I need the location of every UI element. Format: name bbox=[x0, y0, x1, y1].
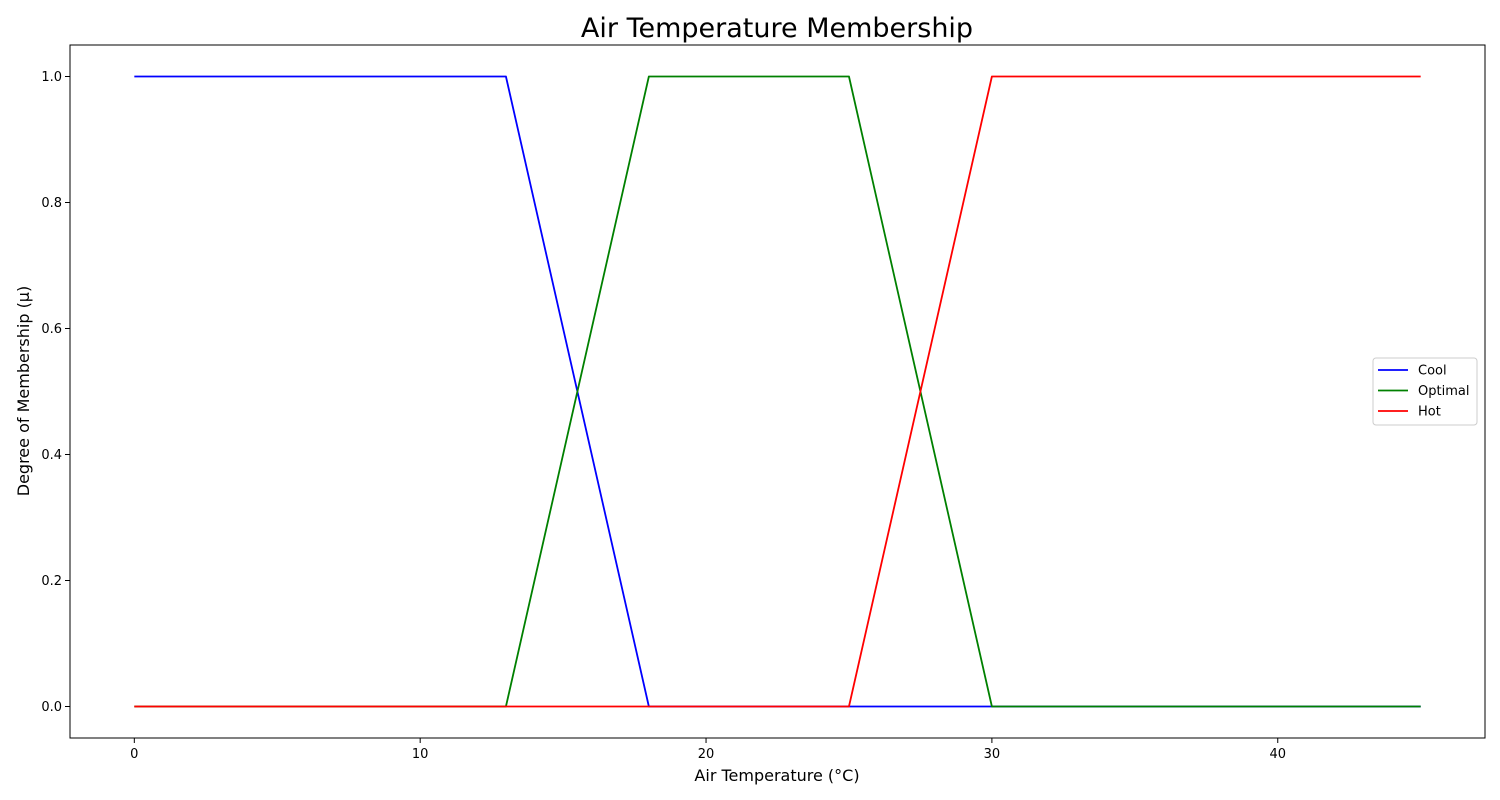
x-tick-label: 20 bbox=[698, 747, 715, 762]
series-line-hot bbox=[134, 75, 1421, 708]
x-tick-label: 0 bbox=[130, 747, 138, 762]
legend-item-cool: Cool bbox=[1378, 364, 1447, 379]
y-axis-label: Degree of Membership (μ) bbox=[14, 286, 33, 496]
x-axis-label: Air Temperature (°C) bbox=[694, 766, 859, 785]
legend-item-optimal: Optimal bbox=[1378, 384, 1469, 399]
chart-title: Air Temperature Membership bbox=[581, 13, 973, 44]
y-axis: 0.0 0.2 0.4 0.6 0.8 1.0 bbox=[41, 70, 70, 715]
x-tick-label: 30 bbox=[984, 747, 1001, 762]
plot-area-frame bbox=[69, 44, 1486, 739]
legend-box bbox=[1372, 357, 1478, 426]
x-axis: 0 10 20 30 40 bbox=[130, 738, 1286, 762]
y-tick-label: 0.8 bbox=[41, 196, 62, 211]
y-tick-label: 0.6 bbox=[41, 322, 62, 337]
legend-label: Cool bbox=[1418, 364, 1447, 379]
legend-label: Hot bbox=[1418, 405, 1441, 420]
y-tick-label: 0.4 bbox=[41, 448, 62, 463]
x-tick-label: 40 bbox=[1269, 747, 1286, 762]
x-tick-label: 10 bbox=[412, 747, 429, 762]
legend-label: Optimal bbox=[1418, 384, 1469, 399]
series-line-cool bbox=[134, 75, 1421, 708]
y-tick-label: 1.0 bbox=[41, 70, 62, 85]
y-tick-label: 0.2 bbox=[41, 574, 62, 589]
series-layer bbox=[134, 75, 1421, 708]
legend-item-hot: Hot bbox=[1378, 405, 1441, 420]
y-tick-label: 0.0 bbox=[41, 700, 62, 715]
series-line-optimal bbox=[134, 75, 1421, 708]
legend: Cool Optimal Hot bbox=[1372, 357, 1478, 426]
